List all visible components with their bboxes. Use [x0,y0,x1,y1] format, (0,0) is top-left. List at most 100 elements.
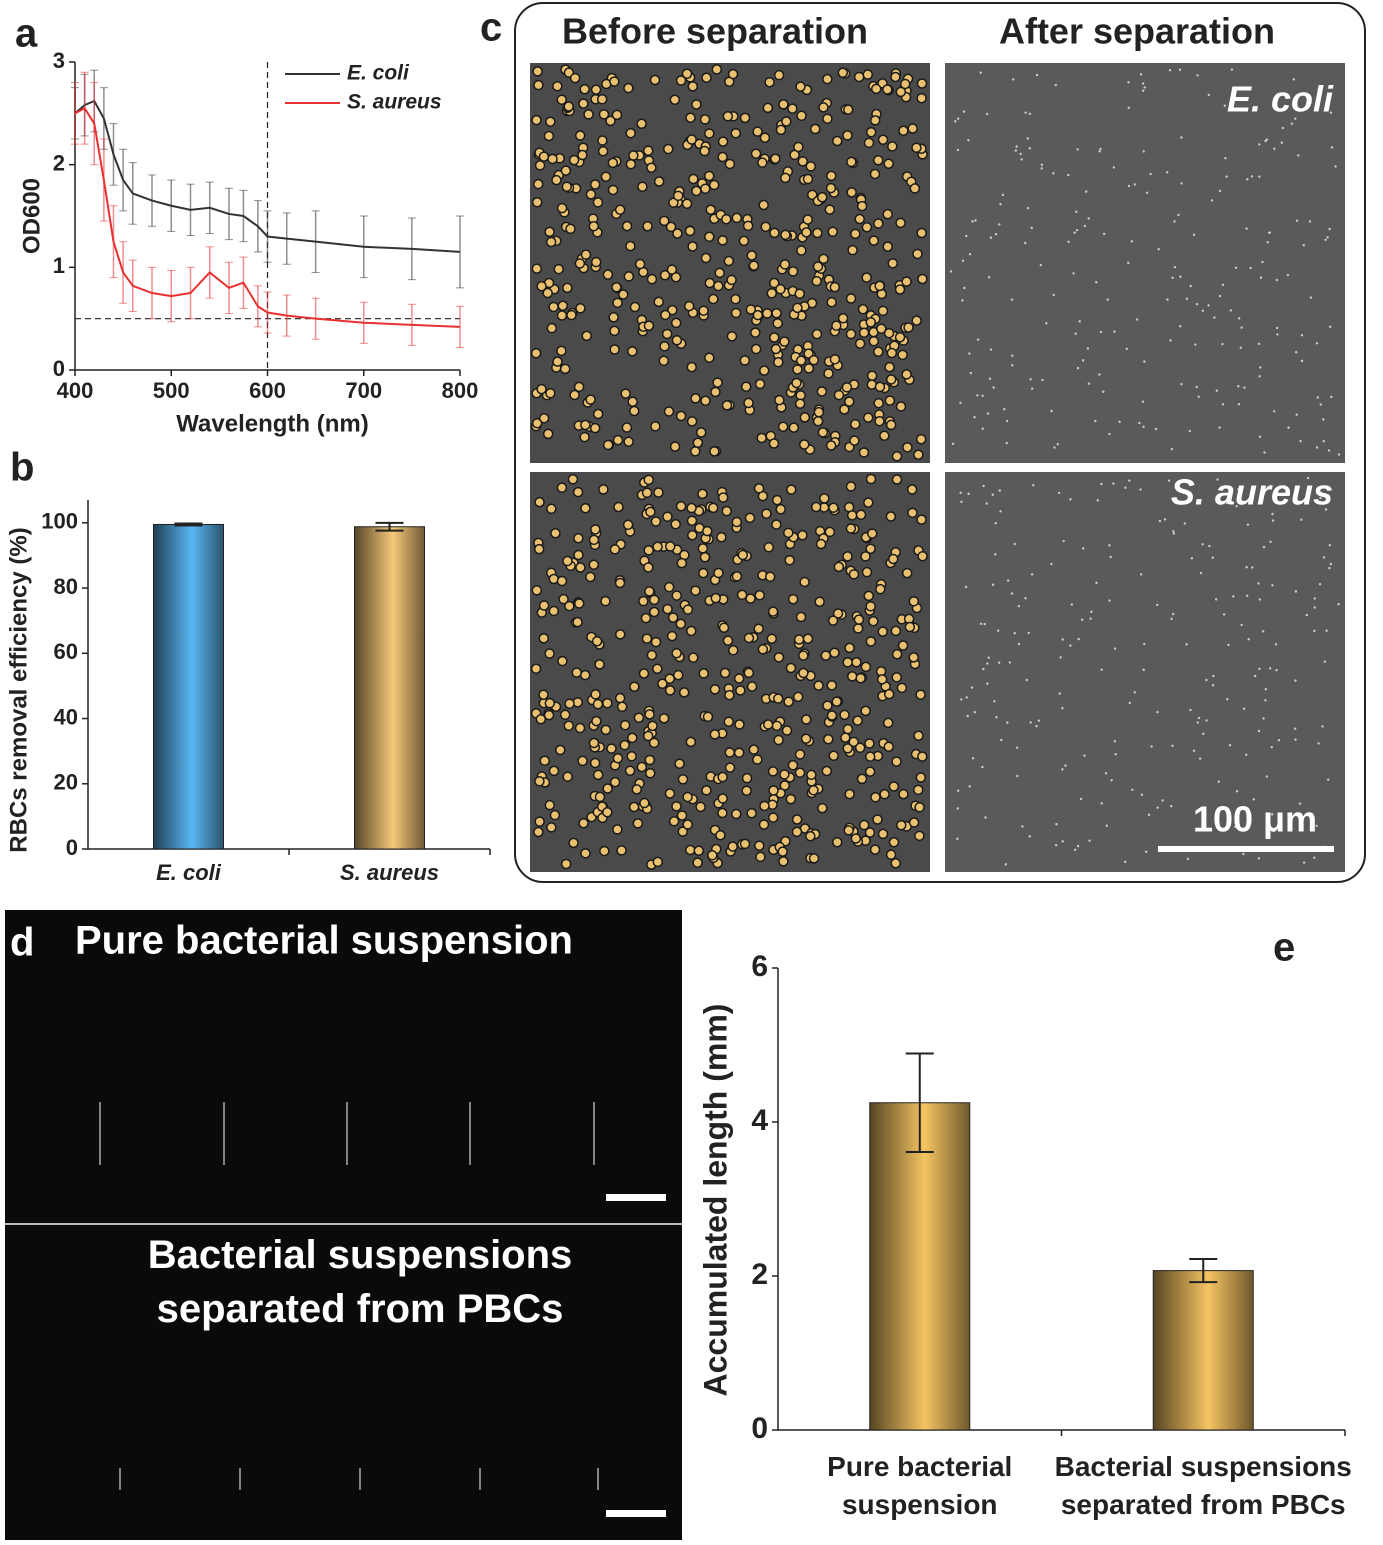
speck [1201,543,1204,546]
cell [535,713,547,725]
speck [1277,739,1281,742]
cell [692,437,704,449]
speck [1246,523,1250,526]
cell [685,112,696,123]
speck [956,148,960,152]
cell [819,493,830,504]
cell [658,713,670,724]
cell [538,633,550,644]
cell [702,711,714,723]
speck [1322,418,1325,421]
cell [575,562,586,573]
cell [742,220,754,232]
cell [862,69,874,80]
cell [730,127,742,139]
speck [1064,764,1067,767]
cell [775,283,786,295]
y-tick-label: 60 [54,639,78,664]
cell [633,712,645,723]
cell [557,655,568,667]
cell [771,519,782,530]
speck [998,489,1001,492]
speck [1292,78,1295,81]
y-tick-label: 1 [53,253,65,278]
speck [1005,441,1008,445]
cell [917,751,928,762]
speck [1039,263,1043,267]
cell [538,151,550,162]
cell [592,698,604,710]
cell [625,127,636,139]
cell [812,415,824,427]
cell [739,112,751,124]
speck [1072,272,1075,275]
cell [719,667,731,679]
cell [906,484,918,495]
speck [1143,360,1146,363]
cell [717,151,728,163]
speck [1264,699,1267,702]
cell [868,335,880,347]
cell [583,109,594,120]
cell [846,187,857,198]
cell [831,696,842,707]
cell [739,838,751,850]
speck [1257,729,1261,733]
cell [844,642,855,654]
speck [1258,375,1261,378]
cell [643,562,654,573]
cell [826,680,838,691]
cell [642,221,653,232]
speck [1127,261,1130,265]
cell [794,288,805,299]
speck [1024,597,1027,600]
series-line [74,99,461,253]
speck [1024,111,1027,114]
cell [822,73,833,85]
cell [531,585,543,596]
x-tick-label: Bacterial suspensions separated from PBC… [1054,1451,1352,1520]
speck [1076,366,1080,370]
cell [701,72,712,84]
speck [982,484,985,488]
cell [863,590,874,602]
cell [711,64,723,75]
cell [802,214,813,225]
cell [644,754,656,766]
cell [544,226,555,238]
cell [530,347,542,359]
speck [1230,68,1234,71]
cell [825,182,837,194]
cell [546,322,558,334]
speck [973,416,976,419]
speck [1313,856,1316,859]
cell [787,266,799,277]
cell [775,504,786,515]
speck [976,338,980,341]
speck [1300,359,1304,363]
cell [577,149,588,161]
speck [1172,532,1176,535]
cell [577,755,588,767]
y-axis-label: OD600 [18,178,45,254]
speck [1237,403,1241,406]
cell [885,511,897,522]
cell [898,125,909,136]
panel-label: d [10,921,34,965]
cell [699,552,711,563]
cell [850,228,861,240]
cell [686,416,698,427]
speck [970,686,974,689]
cell [817,427,829,438]
panel-label: c [480,6,502,50]
cell [722,111,734,122]
cell [799,576,810,588]
speck [1196,721,1199,724]
cell [854,338,866,349]
cell [685,736,697,748]
cell [792,691,804,703]
cell [652,541,663,552]
cell [863,497,874,508]
cell [831,836,843,848]
cell [762,719,774,730]
